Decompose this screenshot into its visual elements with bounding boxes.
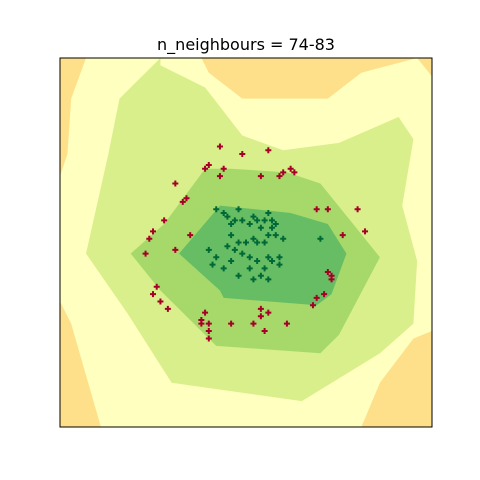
plot-area [60, 58, 432, 427]
chart-title: n_neighbours = 74-83 [157, 35, 335, 55]
